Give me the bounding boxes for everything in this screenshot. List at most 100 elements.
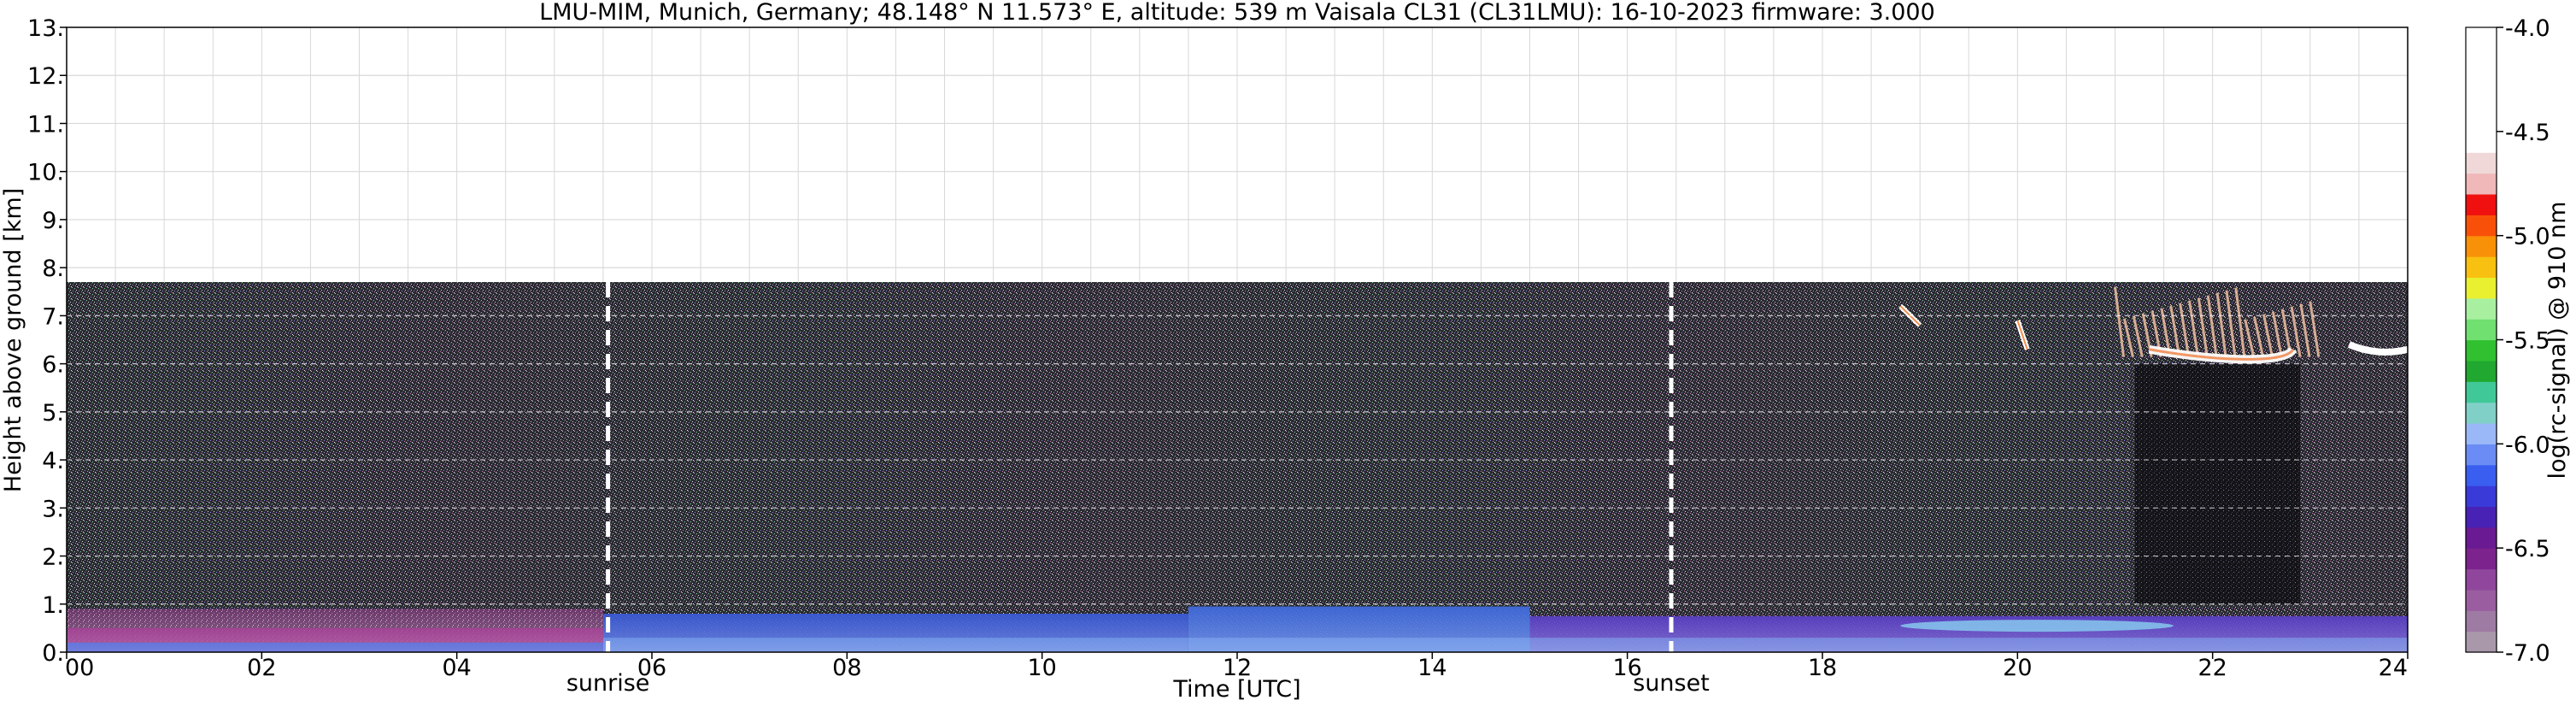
colorbar-tick-label: -4.5 <box>2505 120 2550 146</box>
y-tick-label: 3. <box>42 496 64 522</box>
x-tick-label: 24 <box>2379 655 2408 681</box>
cloud-streak <box>2244 319 2256 357</box>
horizontal-gridlines <box>67 74 2408 605</box>
colorbar-label: log(rc-signal) @ 910 nm <box>2544 202 2571 479</box>
y-tick-label: 8. <box>42 256 64 282</box>
sun-event-label: sunset <box>1633 670 1710 697</box>
colorbar-segment <box>2466 631 2497 653</box>
y-tick-label: 4. <box>42 448 64 474</box>
colorbar-segment <box>2466 527 2497 549</box>
x-tick-label: 10 <box>1027 655 1056 681</box>
colorbar-segment <box>2466 297 2497 320</box>
boundary-layer-aerosol <box>67 606 2408 652</box>
y-tick-label: 7. <box>42 303 64 330</box>
sun-event-labels: sunrise sunset <box>566 670 1710 697</box>
x-tick-label: 16 <box>1612 655 1641 681</box>
cloud-streak <box>2132 315 2144 357</box>
colorbar-segment <box>2466 589 2497 611</box>
colorbar-tick-label: -4.0 <box>2505 15 2550 42</box>
cloud-streak <box>2114 286 2125 357</box>
y-axis-ticks: 0. 1. 2. 3. 4. 5. 6. 7. 8. 9. 10. 11. 12. 13. <box>27 15 67 667</box>
colorbar-segment <box>2466 235 2497 257</box>
cloud-streak <box>2299 303 2311 357</box>
x-tick-label: 08 <box>832 655 861 681</box>
cloud-streak <box>2309 301 2321 357</box>
colorbar-segment <box>2466 444 2497 466</box>
colorbar-segment <box>2466 548 2497 570</box>
y-tick-label: 1. <box>42 592 64 619</box>
cloud-streak <box>2271 311 2283 357</box>
x-tick-label: 04 <box>442 655 471 681</box>
x-axis-label: Time [UTC] <box>1172 676 1300 703</box>
cloud-streak <box>2122 318 2134 357</box>
cloud-streak <box>2262 314 2274 357</box>
aerosol-band <box>1900 620 2174 632</box>
sun-event-label: sunrise <box>566 670 650 697</box>
colorbar-segment <box>2466 131 2497 153</box>
colorbar-segment <box>2466 319 2497 341</box>
y-axis-label: Height above ground [km] <box>0 188 26 492</box>
cloud-streak <box>2290 306 2302 357</box>
colorbar-segment <box>2466 27 2497 49</box>
colorbar-segment <box>2466 568 2497 591</box>
aerosol-band <box>602 614 1188 652</box>
colorbar-tick-label: -7.0 <box>2505 640 2550 667</box>
colorbar-tick-label: -6.5 <box>2505 536 2550 562</box>
colorbar-segment <box>2466 381 2497 403</box>
colorbar-segment <box>2466 485 2497 508</box>
chart-title: LMU-MIM, Munich, Germany; 48.148° N 11.5… <box>539 0 1935 26</box>
x-tick-label: 00 <box>65 655 94 681</box>
y-tick-label: 6. <box>42 352 64 379</box>
cloud-streak <box>2016 320 2028 350</box>
colorbar-tick-label: -6.0 <box>2505 432 2550 458</box>
cloud-streak <box>2179 303 2191 357</box>
cloud-streak <box>2206 295 2218 357</box>
x-tick-label: 12 <box>1223 655 1252 681</box>
colorbar-segment <box>2466 215 2497 237</box>
x-tick-label: 14 <box>1417 655 1446 681</box>
colorbar-tick-label: -5.5 <box>2505 328 2550 355</box>
cloud-streak <box>2225 290 2237 357</box>
colorbar-segment <box>2466 422 2497 444</box>
x-axis-ticks: 00 02 04 06 08 10 12 14 16 18 20 22 24 <box>65 652 2409 681</box>
colorbar-segment <box>2466 277 2497 299</box>
x-tick-label: 20 <box>2003 655 2032 681</box>
aerosol-band <box>67 609 603 652</box>
cloud-streak <box>2253 316 2265 357</box>
y-tick-label: 12. <box>27 63 64 90</box>
colorbar-segment <box>2466 360 2497 382</box>
colorbar-segment <box>2466 110 2497 132</box>
y-tick-label: 11. <box>27 111 64 138</box>
y-tick-label: 5. <box>42 400 64 427</box>
colorbar-segment <box>2466 48 2497 70</box>
colorbar-ticks: -7.0 -6.5 -6.0 -5.5 -5.0 -4.5 -4.0 <box>2497 15 2550 667</box>
cloud-base <box>2149 348 2295 361</box>
cloud-streak <box>2169 305 2181 357</box>
y-tick-label: 2. <box>42 544 64 571</box>
y-tick-label: 9. <box>42 208 64 234</box>
cloud-attenuated-region <box>2134 363 2301 604</box>
colorbar-segment <box>2466 464 2497 486</box>
colorbar-segment <box>2466 339 2497 362</box>
colorbar-segment <box>2466 68 2497 91</box>
y-tick-label: 10. <box>27 160 64 186</box>
colorbar-segment <box>2466 256 2497 278</box>
colorbar-segment <box>2466 173 2497 195</box>
plot-area <box>66 26 2409 653</box>
cloud-streak <box>2197 297 2209 357</box>
x-tick-label: 06 <box>637 655 666 681</box>
cloud-streak <box>2215 292 2227 357</box>
colorbar-tick-label: -5.0 <box>2505 224 2550 250</box>
colorbar-segment <box>2466 90 2497 112</box>
aerosol-band <box>1188 606 1530 652</box>
cloud-streak <box>2347 341 2409 356</box>
colorbar-segment <box>2466 402 2497 424</box>
y-tick-label: 0. <box>42 640 64 667</box>
x-tick-label: 18 <box>1808 655 1837 681</box>
cloud-streak <box>2234 287 2246 357</box>
cloud-streak <box>2188 300 2199 357</box>
colorbar-segment <box>2466 193 2497 215</box>
y-tick-label: 13. <box>27 15 64 42</box>
colorbar <box>2465 26 2497 653</box>
